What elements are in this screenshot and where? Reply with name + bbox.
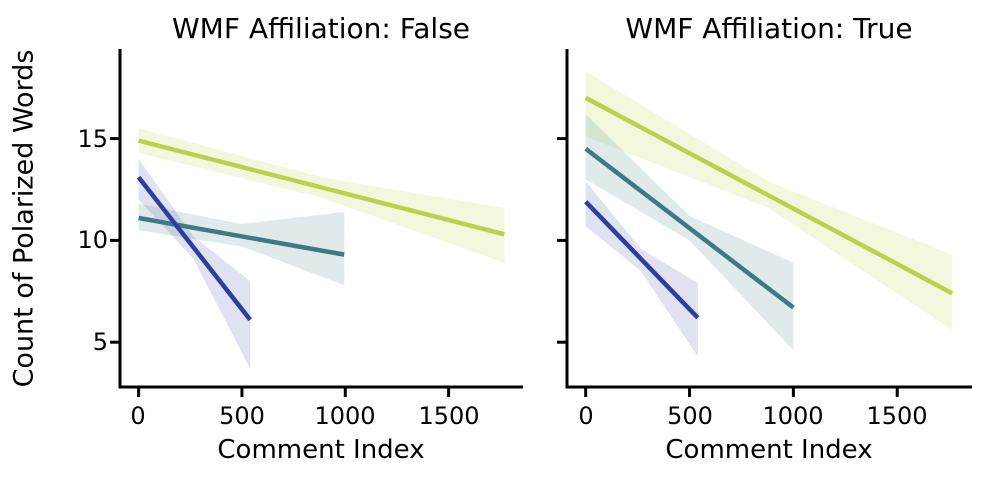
- ytick-label: 15: [77, 124, 108, 153]
- xtick-label: 1500: [866, 402, 928, 430]
- regression-line-blue: [584, 200, 700, 320]
- xtick-label: 0: [130, 402, 146, 430]
- ytick-label: 5: [92, 327, 108, 356]
- xtick-label: 1000: [314, 402, 376, 430]
- panel-title-true: WMF Affiliation: True: [625, 12, 913, 45]
- xtick-label: 1500: [418, 402, 480, 430]
- regression-line-teal: [584, 146, 795, 310]
- x-axis-label-right: Comment Index: [665, 435, 873, 465]
- ci-band-green: [585, 71, 953, 330]
- regression-line-green: [138, 138, 505, 237]
- ci-band-teal: [138, 203, 345, 286]
- panel-title-false: WMF Affiliation: False: [171, 12, 471, 45]
- x-axis-label-left: Comment Index: [217, 435, 425, 465]
- xtick-label: 0: [578, 402, 594, 430]
- ci-band-blue: [138, 158, 251, 369]
- regression-line-blue: [136, 175, 252, 322]
- xtick-label: 500: [219, 402, 265, 430]
- xtick-label: 500: [667, 402, 713, 430]
- ci-band-teal: [585, 114, 794, 351]
- ci-band-blue: [585, 181, 698, 357]
- ytick-label: 10: [77, 225, 108, 254]
- xtick-label: 1000: [762, 402, 824, 430]
- regression-line-green: [584, 95, 954, 296]
